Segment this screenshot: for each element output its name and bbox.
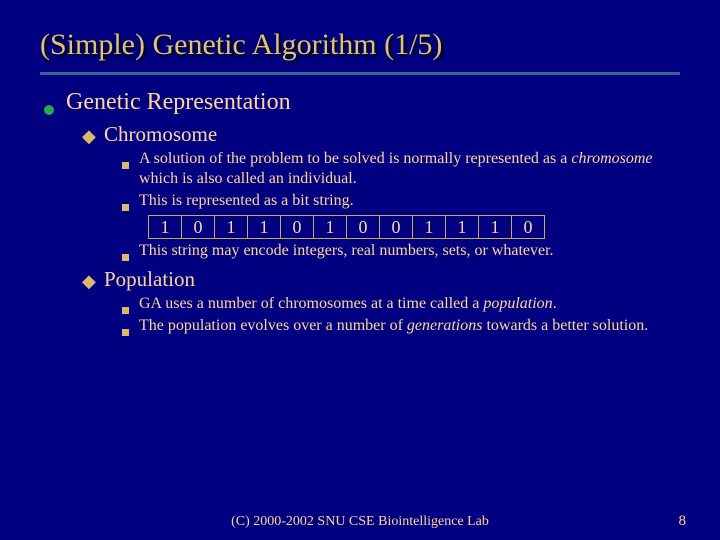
diamond-icon: ◆ [82, 272, 94, 284]
bit-cell: 0 [346, 215, 380, 239]
bullet-lvl1: Genetic Representation [44, 89, 680, 116]
bullet-lvl3: The population evolves over a number of … [122, 316, 680, 336]
bit-cell: 1 [478, 215, 512, 239]
bit-cell: 1 [445, 215, 479, 239]
bit-cell: 1 [247, 215, 281, 239]
bit-cell: 1 [214, 215, 248, 239]
txt-em: chromosome [571, 150, 652, 167]
slide: (Simple) Genetic Algorithm (1/5) Genetic… [0, 0, 720, 540]
bullet-lvl2-population: ◆ Population [82, 267, 680, 292]
lvl3-text: GA uses a number of chromosomes at a tim… [139, 294, 557, 314]
square-icon [122, 329, 129, 336]
bit-string-row: 1 0 1 1 0 1 0 0 1 1 1 0 [148, 215, 680, 239]
lvl2-text: Population [104, 267, 195, 292]
bullet-lvl3: GA uses a number of chromosomes at a tim… [122, 294, 680, 314]
title-underline [40, 72, 680, 75]
square-icon [122, 162, 129, 169]
txt-pre: GA uses a number of chromosomes at a tim… [139, 295, 483, 312]
bullet-lvl3: A solution of the problem to be solved i… [122, 149, 680, 189]
footer-copyright: (C) 2000-2002 SNU CSE Biointelligence La… [0, 514, 720, 530]
lvl3-text: This string may encode integers, real nu… [139, 241, 554, 261]
bullet-lvl2-chromosome: ◆ Chromosome [82, 122, 680, 147]
bit-cell: 1 [148, 215, 182, 239]
diamond-icon: ◆ [82, 127, 94, 139]
square-icon [122, 254, 129, 261]
lvl1-text: Genetic Representation [66, 89, 291, 116]
bit-cell: 0 [379, 215, 413, 239]
page-number: 8 [679, 513, 687, 530]
txt-em: generations [407, 317, 483, 334]
slide-title: (Simple) Genetic Algorithm (1/5) [40, 28, 680, 62]
txt-pre: The population evolves over a number of [139, 317, 407, 334]
txt-post: towards a better solution. [482, 317, 648, 334]
bullet-lvl3: This string may encode integers, real nu… [122, 241, 680, 261]
bit-cell: 0 [511, 215, 545, 239]
txt-em: population [483, 295, 552, 312]
txt-post: . [553, 295, 557, 312]
circle-icon [44, 105, 54, 115]
bullet-lvl3: This is represented as a bit string. [122, 191, 680, 211]
lvl3-text: A solution of the problem to be solved i… [139, 149, 680, 189]
lvl3-text: This is represented as a bit string. [139, 191, 354, 211]
lvl2-text: Chromosome [104, 122, 217, 147]
bit-cell: 1 [412, 215, 446, 239]
square-icon [122, 204, 129, 211]
bit-cell: 0 [181, 215, 215, 239]
lvl3-text: The population evolves over a number of … [139, 316, 648, 336]
square-icon [122, 307, 129, 314]
txt-post: which is also called an individual. [139, 170, 357, 187]
bit-cell: 0 [280, 215, 314, 239]
txt-pre: A solution of the problem to be solved i… [139, 150, 571, 167]
bit-cell: 1 [313, 215, 347, 239]
